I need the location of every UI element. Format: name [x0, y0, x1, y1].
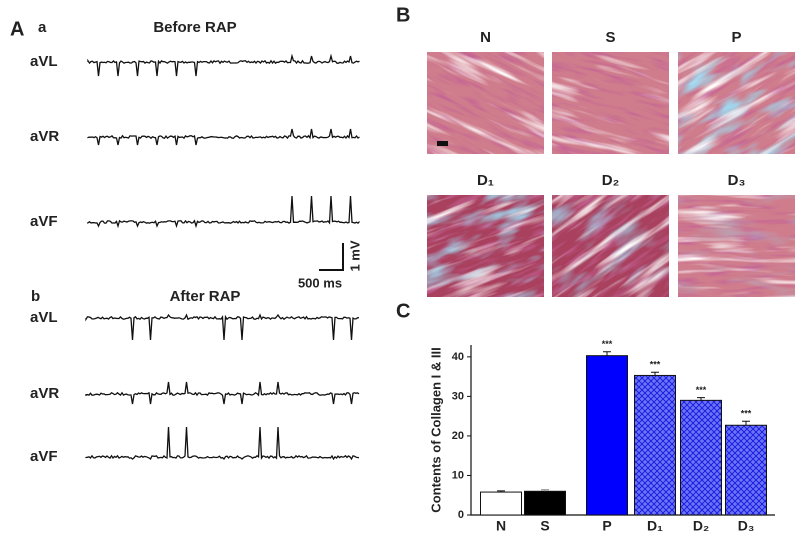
- y-axis-label: Contents of Collagen I & III: [428, 347, 443, 512]
- y-tick-label: 30: [452, 390, 464, 402]
- error-bar: [541, 489, 549, 492]
- bar: [524, 490, 566, 516]
- bar: [480, 491, 522, 516]
- subpanel-title: Before RAP: [153, 19, 236, 36]
- histology-image: [427, 52, 544, 154]
- panel-label: A: [10, 18, 24, 40]
- image-label: S: [605, 29, 615, 46]
- ecg-trace: [85, 426, 360, 461]
- gaps: [427, 52, 544, 154]
- x-tick-label: D₂: [693, 518, 709, 534]
- bar: [586, 355, 628, 516]
- panel-label: B: [396, 4, 410, 26]
- histology-image: [552, 52, 669, 154]
- error-bar: [651, 371, 659, 376]
- histology: N S P D₁ D₂ D₃: [427, 29, 795, 297]
- gaps: [427, 195, 544, 297]
- image-label: D₃: [728, 172, 746, 189]
- ecg-traces: aVL aVR aVF aVL aVR aVF: [30, 53, 360, 465]
- lead-label: aVR: [30, 385, 59, 402]
- scale-bar: [437, 141, 448, 146]
- y-tick-label: 10: [452, 469, 464, 481]
- error-bar: [603, 351, 611, 356]
- error-bar: [742, 420, 750, 426]
- gaps: [552, 195, 669, 297]
- panel-label: C: [396, 300, 410, 322]
- gaps: [552, 52, 669, 154]
- gaps: [678, 195, 795, 297]
- bar: [680, 399, 722, 516]
- histology-image: [678, 195, 795, 297]
- gaps: [678, 52, 795, 154]
- subpanel-label: a: [38, 19, 47, 36]
- y-tick-label: 0: [458, 509, 464, 521]
- x-tick-label: D₁: [647, 518, 663, 534]
- subpanel-title: After RAP: [170, 288, 241, 305]
- image-label: D₂: [602, 172, 620, 189]
- image-label: N: [480, 29, 491, 46]
- y-tick-label: 40: [452, 351, 464, 363]
- x-tick-label: D₃: [738, 518, 755, 534]
- ecg-trace: [87, 195, 360, 229]
- ecg-trace: [85, 313, 360, 341]
- bar: [634, 374, 676, 516]
- lead-label: aVR: [30, 128, 59, 145]
- voltage-scale: 1 mV: [347, 240, 362, 271]
- bar: [725, 424, 767, 516]
- significance: ***: [696, 385, 707, 395]
- image-label: P: [731, 29, 741, 46]
- x-tick-label: P: [602, 518, 611, 534]
- histology-image: [552, 195, 669, 297]
- x-tick-label: N: [496, 518, 506, 534]
- lead-label: aVL: [30, 309, 58, 326]
- error-bar: [497, 490, 505, 493]
- lead-label: aVF: [30, 448, 58, 465]
- bar-chart: 0 10 20 30 40 N S P *** D₁ *** D₂ *** D₃ ***: [452, 339, 775, 534]
- histology-image: [678, 52, 795, 154]
- ecg-trace: [87, 128, 360, 146]
- x-tick-label: S: [540, 518, 549, 534]
- ecg-trace: [87, 53, 360, 77]
- error-bar: [697, 397, 705, 401]
- significance: ***: [602, 339, 613, 349]
- ecg-trace: [85, 381, 360, 405]
- lead-label: aVF: [30, 213, 58, 230]
- image-label: D₁: [477, 172, 494, 189]
- histology-image: [427, 195, 544, 297]
- scale-bar: [319, 243, 344, 271]
- significance: ***: [650, 360, 661, 370]
- lead-label: aVL: [30, 53, 58, 70]
- subpanel-label: b: [31, 288, 40, 305]
- time-scale: 500 ms: [298, 275, 342, 290]
- significance: ***: [741, 409, 752, 419]
- y-tick-label: 20: [452, 430, 464, 442]
